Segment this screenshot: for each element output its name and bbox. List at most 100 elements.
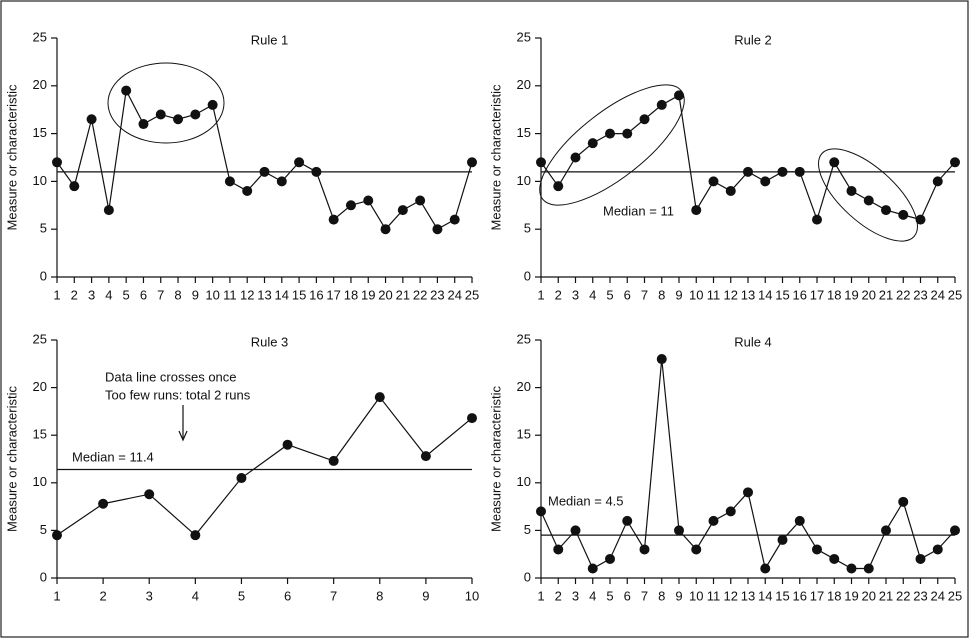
- data-point: [415, 195, 426, 206]
- data-point: [155, 109, 166, 120]
- highlight-ellipse: [818, 148, 918, 242]
- data-point: [725, 506, 736, 517]
- data-point: [708, 515, 719, 526]
- x-tick-label: 16: [309, 287, 323, 302]
- x-tick-label: 25: [948, 588, 962, 603]
- x-tick-label: 21: [396, 287, 410, 302]
- x-tick-label: 21: [879, 588, 893, 603]
- x-tick-label: 24: [447, 287, 461, 302]
- x-tick-label: 15: [775, 588, 789, 603]
- y-tick-label: 15: [33, 427, 47, 442]
- x-tick-label: 10: [689, 588, 703, 603]
- data-point: [173, 114, 184, 125]
- data-point: [311, 166, 322, 177]
- data-point: [224, 176, 235, 187]
- x-tick-label: 14: [758, 588, 772, 603]
- x-tick-label: 8: [658, 287, 665, 302]
- data-point: [674, 90, 684, 101]
- x-tick-label: 17: [810, 287, 824, 302]
- data-point: [190, 530, 201, 541]
- data-point: [656, 99, 667, 110]
- y-tick-label: 25: [33, 331, 47, 346]
- y-tick-label: 25: [517, 29, 531, 44]
- x-tick-label: 1: [537, 588, 544, 603]
- data-point: [587, 563, 598, 574]
- x-tick-label: 23: [913, 588, 927, 603]
- x-tick-label: 20: [378, 287, 392, 302]
- data-point: [374, 392, 385, 403]
- x-tick-label: 5: [606, 287, 613, 302]
- x-tick-label: 19: [844, 588, 858, 603]
- x-tick-label: 11: [223, 287, 237, 302]
- data-point: [242, 185, 253, 196]
- x-tick-label: 10: [465, 588, 479, 603]
- highlight-ellipse: [539, 84, 685, 206]
- data-point: [812, 214, 822, 225]
- data-point: [794, 166, 805, 177]
- x-tick-label: 18: [827, 588, 841, 603]
- x-tick-label: 16: [793, 588, 807, 603]
- data-point: [52, 157, 62, 168]
- arrow-head: [178, 430, 188, 442]
- median-label: Median = 11: [603, 203, 674, 218]
- data-point: [98, 498, 109, 509]
- data-point: [259, 166, 270, 177]
- x-tick-label: 20: [862, 588, 876, 603]
- x-tick-label: 11: [707, 287, 721, 302]
- chart-title: Rule 1: [251, 32, 289, 47]
- x-tick-label: 6: [140, 287, 147, 302]
- x-tick-label: 1: [53, 588, 60, 603]
- y-tick-label: 5: [40, 522, 47, 537]
- data-point: [276, 176, 287, 187]
- data-point: [881, 205, 891, 216]
- data-point: [656, 354, 667, 365]
- data-point: [605, 128, 615, 139]
- x-tick-label: 17: [810, 588, 824, 603]
- y-tick-label: 10: [517, 474, 531, 489]
- data-point: [674, 525, 684, 536]
- y-tick-label: 25: [517, 331, 531, 346]
- data-point: [467, 413, 477, 424]
- data-point: [605, 553, 615, 564]
- data-point: [708, 176, 719, 187]
- data-point: [553, 544, 564, 555]
- data-point: [397, 205, 408, 216]
- data-point: [536, 157, 546, 168]
- x-tick-label: 9: [675, 588, 682, 603]
- x-tick-label: 25: [465, 287, 479, 302]
- x-tick-label: 8: [376, 588, 383, 603]
- data-point: [898, 496, 909, 507]
- data-point: [794, 515, 805, 526]
- x-tick-label: 16: [793, 287, 807, 302]
- data-point: [144, 489, 155, 500]
- x-tick-label: 19: [844, 287, 858, 302]
- data-point: [138, 119, 149, 130]
- x-tick-label: 2: [555, 588, 562, 603]
- x-tick-label: 6: [284, 588, 291, 603]
- data-point: [760, 176, 771, 187]
- chart-title: Rule 3: [251, 334, 289, 349]
- data-point: [345, 200, 356, 211]
- median-label: Median = 4.5: [548, 493, 624, 508]
- data-point: [432, 224, 443, 235]
- x-tick-label: 11: [707, 588, 721, 603]
- data-point: [536, 506, 546, 517]
- data-point: [294, 157, 305, 168]
- y-tick-label: 10: [33, 474, 47, 489]
- y-tick-label: 20: [517, 77, 531, 92]
- data-point: [190, 109, 201, 120]
- x-tick-label: 10: [689, 287, 703, 302]
- y-axis-label: Measure or characteristic: [488, 84, 503, 230]
- data-point: [950, 157, 960, 168]
- x-tick-label: 8: [658, 588, 665, 603]
- annotation: Data line crosses once: [105, 369, 237, 384]
- y-tick-label: 20: [33, 77, 47, 92]
- data-point: [932, 544, 943, 555]
- x-tick-label: 7: [641, 287, 648, 302]
- x-tick-label: 22: [413, 287, 427, 302]
- x-tick-label: 4: [105, 287, 112, 302]
- data-point: [449, 214, 460, 225]
- data-point: [363, 195, 374, 206]
- x-tick-label: 10: [205, 287, 219, 302]
